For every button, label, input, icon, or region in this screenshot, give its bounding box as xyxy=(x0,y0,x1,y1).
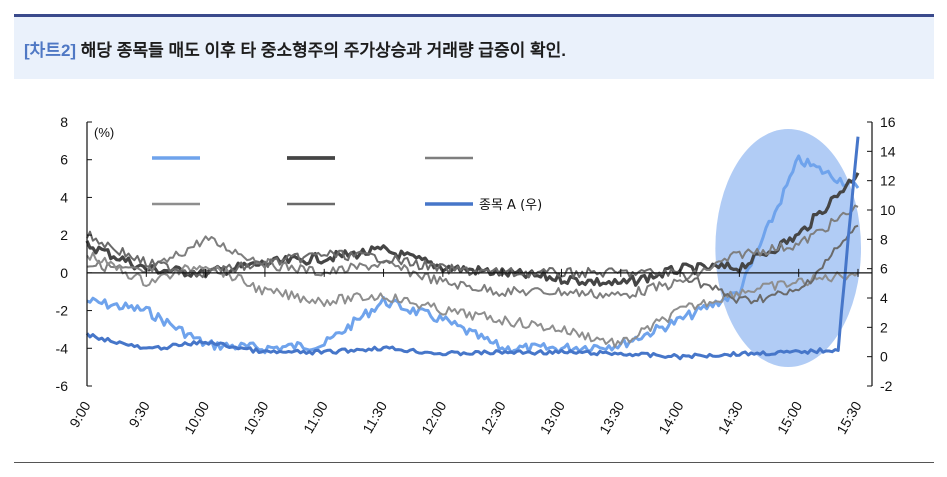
x-tick-label: 11:30 xyxy=(359,398,390,436)
x-tick-label: 12:30 xyxy=(477,398,508,437)
chart-title: [차트2] 해당 종목들 매도 이후 타 중소형주의 주가상승과 거래량 급증이… xyxy=(24,36,566,61)
x-tick-label: 11:00 xyxy=(300,398,331,436)
x-tick-label: 15:30 xyxy=(833,398,864,437)
series-line-6 xyxy=(85,136,860,361)
chart-title-text: 해당 종목들 매도 이후 타 중소형주의 주가상승과 거래량 급증이 확인. xyxy=(80,41,566,60)
legend-label-6: 종목 A (우) xyxy=(479,198,542,213)
chart-tag: [차트2] xyxy=(24,41,77,60)
series-line-3 xyxy=(86,204,859,300)
header-top-rule xyxy=(14,14,934,17)
right-tick-label: -2 xyxy=(880,378,893,394)
x-tick-label: 13:00 xyxy=(537,398,568,437)
x-tick-label: 10:00 xyxy=(181,398,212,437)
left-axis-unit: (%) xyxy=(94,125,114,140)
right-tick-label: 2 xyxy=(880,319,888,335)
left-tick-label: -2 xyxy=(56,303,69,319)
left-tick-label: 8 xyxy=(60,114,68,130)
x-tick-label: 13:30 xyxy=(596,398,627,437)
chart-header: [차트2] 해당 종목들 매도 이후 타 중소형주의 주가상승과 거래량 급증이… xyxy=(14,17,934,79)
left-tick-label: -4 xyxy=(56,340,69,356)
right-tick-label: 6 xyxy=(880,261,888,277)
legend: 종목 A (우) xyxy=(152,156,542,213)
right-tick-label: 14 xyxy=(880,143,896,159)
right-tick-label: 10 xyxy=(880,202,896,218)
left-tick-label: 0 xyxy=(60,265,68,281)
x-tick-label: 12:00 xyxy=(418,398,449,437)
right-tick-label: 4 xyxy=(880,290,888,306)
x-tick-label: 14:00 xyxy=(655,398,686,437)
x-tick-label: 10:30 xyxy=(240,398,271,437)
right-tick-label: 0 xyxy=(880,349,888,365)
right-tick-label: 16 xyxy=(880,114,896,130)
right-tick-label: 8 xyxy=(880,231,888,247)
left-tick-label: 6 xyxy=(60,152,68,168)
footer-rule xyxy=(14,462,934,463)
x-tick-label: 14:30 xyxy=(715,398,746,437)
x-tick-label: 9:30 xyxy=(125,398,153,430)
x-tick-label: 9:00 xyxy=(66,398,94,430)
right-tick-label: 12 xyxy=(880,173,896,189)
left-tick-label: 4 xyxy=(60,189,68,205)
left-tick-label: 2 xyxy=(60,227,68,243)
x-tick-label: 15:00 xyxy=(774,398,805,437)
left-tick-label: -6 xyxy=(56,378,69,394)
